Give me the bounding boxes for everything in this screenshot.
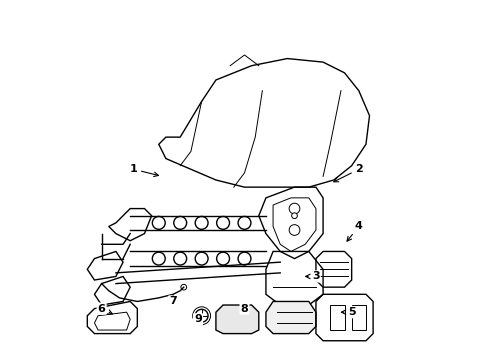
- Circle shape: [195, 216, 207, 229]
- Circle shape: [181, 284, 186, 290]
- Polygon shape: [159, 59, 369, 187]
- Text: 9: 9: [194, 314, 202, 324]
- Circle shape: [288, 203, 299, 214]
- Circle shape: [288, 225, 299, 235]
- Circle shape: [195, 252, 207, 265]
- Circle shape: [152, 216, 165, 229]
- Circle shape: [238, 216, 250, 229]
- Text: 1: 1: [130, 164, 158, 176]
- Text: 4: 4: [346, 221, 362, 241]
- Text: 2: 2: [333, 164, 362, 182]
- Circle shape: [173, 216, 186, 229]
- Polygon shape: [216, 305, 258, 334]
- Circle shape: [216, 252, 229, 265]
- Circle shape: [152, 252, 165, 265]
- Text: 5: 5: [341, 307, 355, 317]
- Circle shape: [173, 252, 186, 265]
- Text: 6: 6: [98, 303, 112, 314]
- Circle shape: [238, 252, 250, 265]
- Text: 7: 7: [169, 295, 177, 306]
- Polygon shape: [265, 301, 315, 334]
- Circle shape: [291, 213, 297, 219]
- Text: 8: 8: [240, 303, 248, 314]
- Circle shape: [195, 309, 207, 322]
- Circle shape: [216, 216, 229, 229]
- Text: 3: 3: [305, 271, 319, 282]
